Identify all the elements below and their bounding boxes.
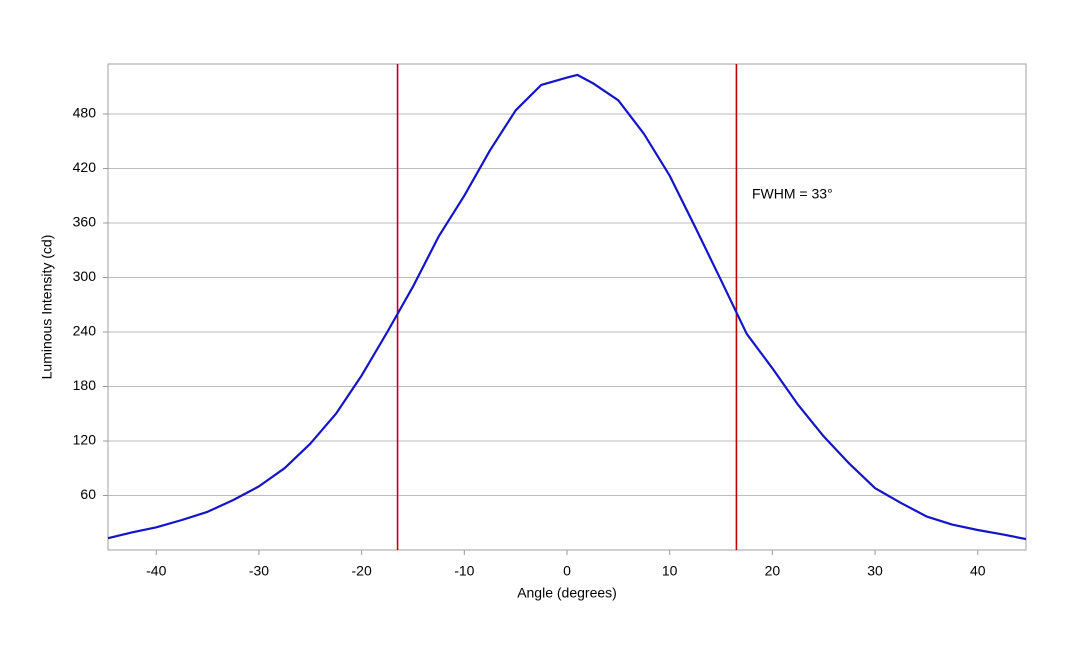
x-tick-label: 10	[662, 563, 678, 579]
y-tick-label: 240	[73, 323, 97, 339]
x-tick-label: 30	[867, 563, 883, 579]
x-tick-label: -40	[146, 563, 166, 579]
plot-frame	[107, 63, 1027, 551]
x-tick-label: -10	[454, 563, 474, 579]
x-axis-label: Angle (degrees)	[517, 585, 617, 601]
data-line	[107, 73, 1027, 541]
y-axis-label: Luminous Intensity (cd)	[39, 235, 55, 380]
y-tick-label: 420	[73, 159, 97, 175]
x-tick-label: 0	[563, 563, 571, 579]
y-tick-label: 120	[73, 432, 97, 448]
y-tick-label: 480	[73, 105, 97, 121]
y-tick-label: 300	[73, 268, 97, 284]
y-tick-label: 180	[73, 377, 97, 393]
x-tick-label: -20	[352, 563, 372, 579]
x-tick-label: 40	[970, 563, 986, 579]
y-tick-label: 360	[73, 214, 97, 230]
x-tick-label: 20	[765, 563, 781, 579]
x-tick-label: -30	[249, 563, 269, 579]
annotation: FWHM = 33°	[752, 186, 833, 202]
y-tick-label: 60	[80, 486, 96, 502]
